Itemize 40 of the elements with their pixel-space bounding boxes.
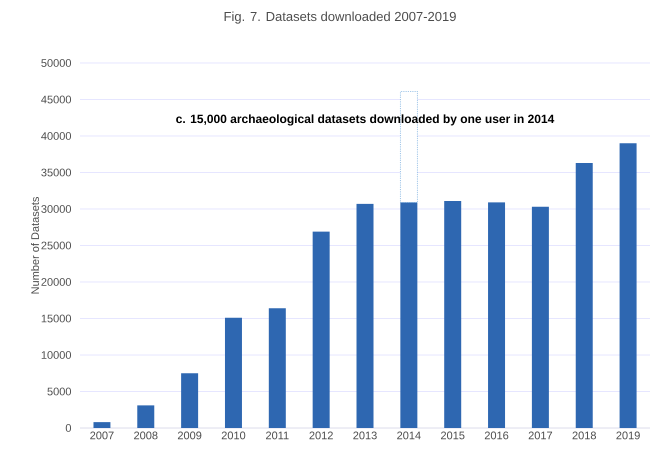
chart-title: Fig. 7. Datasets downloaded 2007-2019 xyxy=(224,12,456,24)
y-tick-label: 50000 xyxy=(41,59,72,67)
x-tick-label: 2018 xyxy=(572,432,596,440)
bar xyxy=(224,318,242,428)
x-tick-label: 2019 xyxy=(616,432,640,440)
y-tick-label: 15000 xyxy=(42,314,72,322)
bar xyxy=(532,206,549,428)
bar xyxy=(576,163,593,428)
x-tick-label: 2008 xyxy=(134,432,158,440)
x-tick-label: 2017 xyxy=(528,432,552,440)
y-tick-label: 45000 xyxy=(41,96,72,104)
x-tick-label: 2010 xyxy=(222,432,246,440)
y-tick-label: 20000 xyxy=(41,278,72,286)
x-tick-label: 2007 xyxy=(90,432,114,440)
bar xyxy=(356,204,374,428)
y-tick-label: 0 xyxy=(66,424,72,432)
x-tick-label: 2011 xyxy=(266,432,289,440)
bar xyxy=(444,200,462,428)
bar xyxy=(312,232,330,428)
bar xyxy=(137,405,154,428)
bar xyxy=(400,202,418,428)
x-tick-label: 2014 xyxy=(397,432,421,440)
x-tick-label: 2012 xyxy=(309,432,333,440)
annotation: c. 15,000 archaeological datasets downloaded by one user in 2014 xyxy=(176,114,554,126)
y-tick-label: 25000 xyxy=(41,242,72,250)
bar xyxy=(268,308,286,428)
y-axis-title: Number of Datasets xyxy=(30,197,40,294)
y-tick-label: 30000 xyxy=(41,205,72,213)
y-tick-label: 35000 xyxy=(41,168,72,176)
x-tick-label: 2016 xyxy=(484,432,508,440)
bar xyxy=(93,422,110,428)
x-tick-label: 2013 xyxy=(353,432,377,440)
bar xyxy=(488,202,506,428)
y-tick-label: 40000 xyxy=(41,132,72,140)
y-tick-label: 5000 xyxy=(47,388,72,396)
bar xyxy=(181,373,198,428)
x-tick-label: 2015 xyxy=(441,432,464,440)
x-tick-label: 2009 xyxy=(178,432,202,440)
y-tick-label: 10000 xyxy=(42,351,72,359)
bar xyxy=(620,143,637,428)
